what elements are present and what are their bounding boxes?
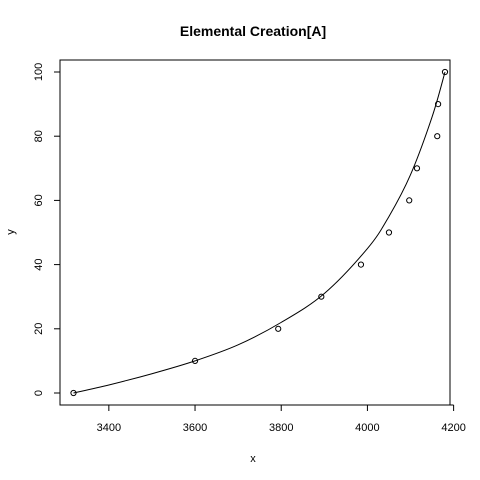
y-tick-label: 0 [33, 390, 45, 396]
data-point [406, 197, 413, 204]
data-point [275, 325, 282, 332]
data-point [435, 101, 442, 108]
x-tick-label: 3400 [97, 422, 121, 434]
y-tick-label: 20 [33, 323, 45, 335]
data-point [413, 165, 421, 172]
x-axis: 3400 3600 3800 4000 4200 [97, 404, 466, 434]
data-point [385, 229, 393, 236]
data-point [357, 261, 365, 268]
y-tick-label: 60 [33, 194, 45, 206]
y-tick-label: 100 [33, 63, 45, 81]
data-point [70, 389, 77, 397]
data-point [191, 357, 199, 364]
x-tick-label: 3800 [269, 422, 293, 434]
x-tick-label: 3600 [183, 422, 207, 434]
data-point [318, 293, 325, 300]
data-points [70, 68, 449, 397]
y-tick-label: 80 [33, 130, 45, 142]
y-tick-label: 40 [33, 258, 45, 270]
x-axis-label: x [250, 453, 256, 465]
y-axis-label: y [5, 229, 17, 235]
x-tick-label: 4200 [441, 422, 465, 434]
data-point [434, 133, 441, 140]
chart-title: Elemental Creation[A] [180, 23, 326, 39]
fit-curve [73, 71, 446, 394]
data-point [441, 68, 449, 76]
y-axis: 0 20 40 60 80 100 [33, 63, 61, 396]
x-tick-label: 4000 [355, 422, 379, 434]
